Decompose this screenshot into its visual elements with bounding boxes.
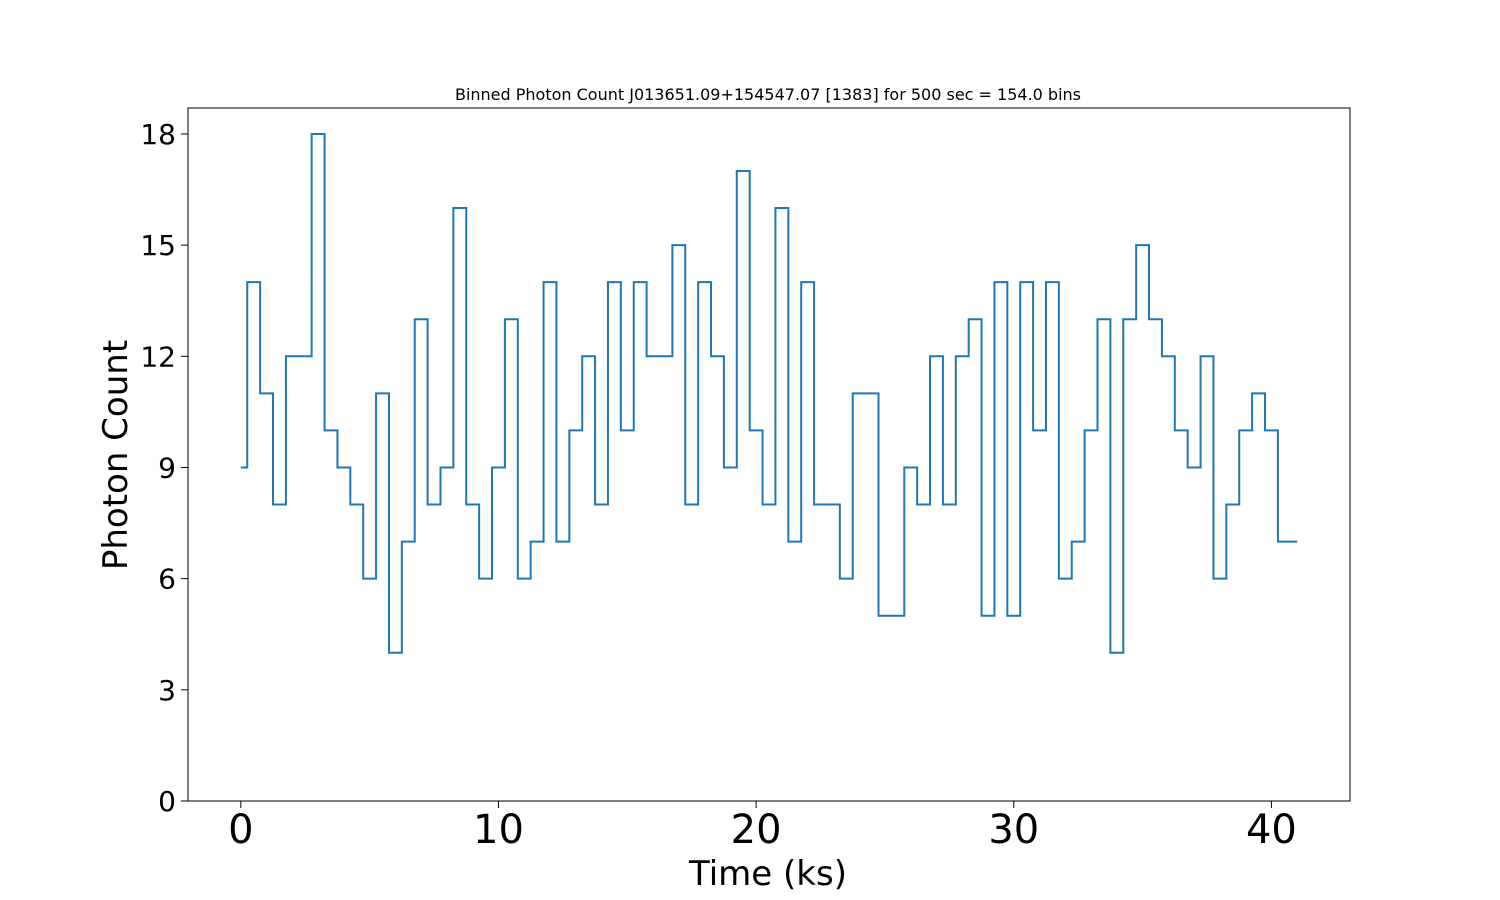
series-line-photon-count [240,132,1298,654]
x-tick-label: 10 [473,807,524,853]
y-tick-label: 18 [140,118,176,151]
axes-frame [187,107,1351,802]
y-tick-label: 9 [158,451,176,484]
y-tick-label: 3 [158,674,176,707]
x-axis: 0 10 20 30 40 [228,801,1297,853]
y-tick-label: 12 [140,340,176,373]
chart-title: Binned Photon Count J013651.09+154547.07… [455,85,1081,104]
plot-area [187,107,1351,802]
x-tick-label: 0 [228,807,253,853]
y-tick-label: 6 [158,563,176,596]
x-tick-label: 20 [731,807,782,853]
y-tick-label: 15 [140,229,176,262]
y-axis-label: Photon Count [96,340,136,570]
x-tick-label: 30 [988,807,1039,853]
x-tick-label: 40 [1246,807,1297,853]
y-axis: 0 3 6 9 12 15 18 [140,118,188,818]
x-axis-label: Time (ks) [688,854,847,894]
y-tick-label: 0 [158,785,176,818]
